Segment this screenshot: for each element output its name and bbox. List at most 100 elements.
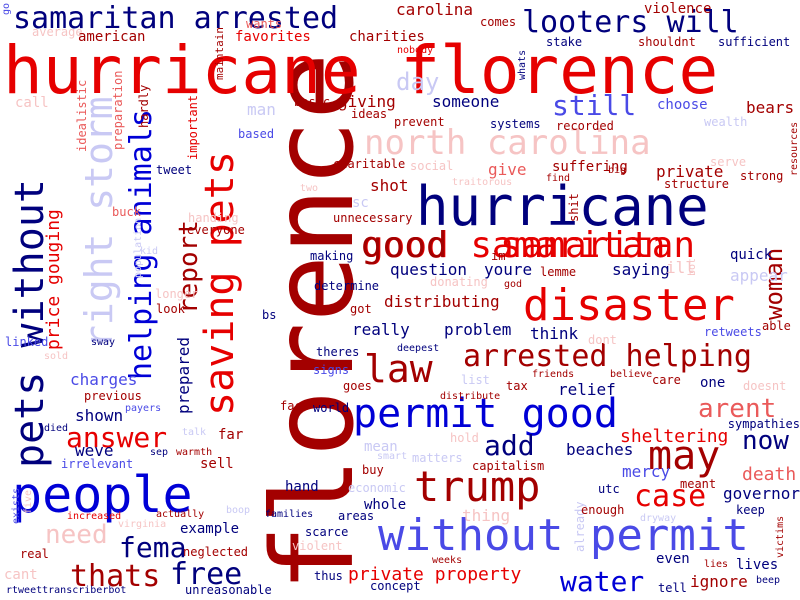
cloud-word: ill [666,258,695,277]
cloud-word: violence [644,1,712,17]
cloud-word: charitable [333,157,406,171]
cloud-word: private property [348,564,522,585]
cloud-word: private [656,162,724,181]
cloud-word: resources [789,121,800,176]
cloud-word: enough [581,503,625,517]
cloud-word: someone [432,92,500,111]
cloud-word: theres [316,345,360,359]
cloud-word: relief [558,380,616,399]
cloud-word: hurricane florence [3,32,719,109]
cloud-word: serve [710,155,747,169]
cloud-word: give [488,160,527,179]
cloud-word: matters [412,451,463,465]
cloud-word: died [44,423,69,434]
cloud-word: problem [444,320,512,339]
cloud-word: smart [377,451,408,462]
cloud-word: far [218,427,244,443]
cloud-word: death [742,464,797,485]
cloud-word: fact [280,399,309,413]
cloud-word: look [156,302,185,316]
cloud-word: dont [588,333,617,347]
cloud-word: unnecessary [333,211,413,225]
cloud-word: doesnt [743,379,787,393]
cloud-word: shouldnt [638,35,696,49]
cloud-word: linked [5,335,49,349]
cloud-word: question [390,260,468,279]
cloud-word: payers [125,403,162,414]
cloud-word: determine [314,279,380,293]
cloud-word: good samaritan [362,225,666,266]
cloud-word: structure [664,177,730,191]
cloud-word: sufficient [718,35,791,49]
cloud-word: real [20,547,49,561]
cloud-word: victims [775,515,786,558]
cloud-word: man [247,100,276,119]
cloud-word: good [361,225,448,266]
cloud-word: tell [658,581,687,595]
cloud-word: nobody [397,45,434,56]
cloud-word: average [32,25,83,39]
cloud-word: need [45,520,108,550]
cloud-word: virginia [118,519,167,530]
cloud-word: now [742,426,789,456]
cloud-word: making [310,249,354,263]
cloud-word: donating [430,275,488,289]
cloud-word: weeks [432,555,463,566]
cloud-word: big [608,165,627,176]
cloud-word: permit good [353,391,618,437]
cloud-word: maintain [213,27,226,80]
cloud-word: bs [262,308,277,322]
cloud-word: shot [370,176,409,195]
cloud-word: answer [66,421,168,454]
cloud-word: choose [657,97,708,113]
cloud-word: increased [67,511,122,522]
cloud-word: irrelevant [61,457,134,471]
cloud-word: governor [722,484,800,503]
cloud-word: free [170,557,243,592]
cloud-word: sway [91,337,116,348]
cloud-word: shit [567,193,581,222]
cloud-word: american [78,29,146,45]
cloud-word: talk [182,427,207,438]
cloud-word: social [410,159,454,173]
cloud-word: areas [338,509,375,523]
cloud-word: saving pets [197,151,243,416]
cloud-word: idealistic [75,79,89,152]
cloud-word: trump [414,462,541,511]
cloud-word: weve [75,441,114,460]
cloud-word: hardly [137,84,151,128]
cloud-word: buck [112,205,141,219]
cloud-word: mean [364,439,398,455]
cloud-word: deepest [397,343,440,354]
cloud-word: hurricane [416,175,709,238]
cloud-word: sep [150,447,169,458]
cloud-word: beaches [566,440,634,459]
cloud-word: believe [610,369,653,380]
cloud-word: everyone [187,223,245,237]
cloud-word: whole [364,497,407,513]
cloud-word: still [552,89,637,122]
cloud-word: signs [313,363,350,377]
cloud-word: go [1,2,12,15]
cloud-word: rtweettranscriberbot [6,585,127,596]
cloud-word: basic [294,95,331,109]
cloud-word: distribute [440,391,501,402]
cloud-word: list [461,373,490,387]
cloud-word: handing [188,211,239,225]
cloud-word: sell [200,456,234,472]
cloud-word: hold [450,431,479,445]
cloud-word: capitalism [472,459,545,473]
cloud-word: strong [740,169,784,183]
cloud-word: water [560,565,645,598]
cloud-word: got [350,302,372,316]
cloud-word: unreasonable [185,583,272,597]
cloud-word: able [762,319,791,333]
cloud-word: case [634,479,707,514]
cloud-word: kid [140,246,159,257]
cloud-word: world [313,401,350,415]
cloud-word: sc [352,195,369,211]
cloud-word: arrested helping [463,339,752,374]
cloud-word: families [265,509,314,520]
cloud-word: recorded [556,119,614,133]
